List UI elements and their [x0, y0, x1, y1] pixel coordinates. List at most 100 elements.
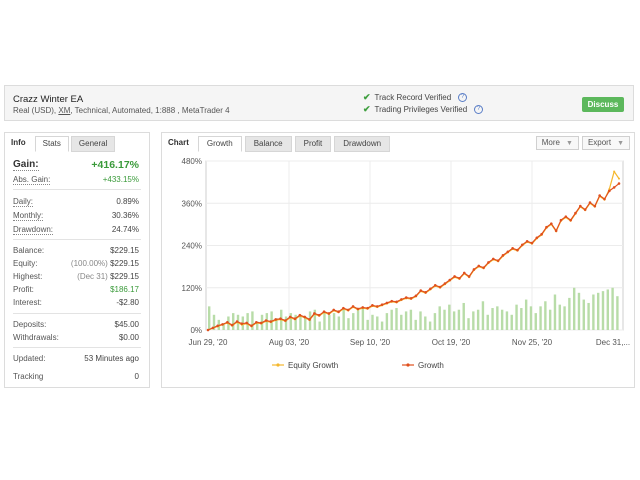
account-details: , Technical, Automated, 1:888 , MetaTrad… — [70, 106, 230, 115]
series-point — [540, 232, 543, 236]
daily-bar — [419, 311, 422, 330]
series-point — [409, 297, 413, 300]
daily-bar — [563, 306, 566, 330]
daily-bar — [352, 313, 355, 330]
daily-bar — [284, 316, 288, 330]
series-point — [467, 275, 471, 278]
export-dropdown[interactable]: Export ▼ — [581, 136, 630, 150]
daily-bar — [294, 314, 297, 330]
dropdown-arrow-icon: ▼ — [566, 140, 573, 147]
help-icon[interactable]: ? — [458, 93, 468, 102]
chart-tabs: Chart Growth Balance Profit Drawdown — [168, 136, 391, 152]
daily-bar — [452, 311, 456, 330]
daily-bar — [313, 309, 317, 330]
series-point — [429, 287, 432, 291]
highest-value: $229.15 — [110, 272, 139, 281]
daily-bar — [404, 311, 408, 330]
series-point — [424, 291, 427, 294]
y-tick-label: 120% — [182, 284, 202, 293]
balance-label: Balance: — [13, 246, 45, 255]
daily-bar — [371, 314, 374, 330]
series-point — [400, 298, 403, 301]
series-point — [395, 300, 398, 304]
legend-label: Equity Growth — [288, 361, 338, 370]
series-point — [308, 318, 311, 321]
x-tick-label: Oct 19, '20 — [432, 338, 471, 347]
daily-bar — [289, 313, 293, 330]
daily-bar — [409, 309, 413, 330]
daily-bar — [366, 319, 369, 330]
trading-privileges-verified: ✔ Trading Privileges Verified ? — [363, 104, 484, 115]
series-point — [501, 254, 505, 257]
help-icon[interactable]: ? — [474, 105, 484, 114]
abs-gain-label: Abs. Gain: — [13, 175, 51, 185]
series-point — [356, 307, 360, 311]
series-point — [375, 305, 379, 308]
series-point — [535, 236, 539, 240]
daily-bar — [337, 316, 341, 330]
highest-date: (Dec 31) — [77, 272, 108, 281]
legend-swatch-dot — [406, 363, 410, 367]
series-point — [332, 308, 336, 312]
updated-label: Updated: — [13, 354, 46, 363]
legend-label: Growth — [418, 361, 444, 370]
daily-bar — [251, 311, 254, 330]
series-point — [612, 186, 616, 189]
series-point — [583, 208, 587, 211]
series-point — [235, 320, 239, 323]
tab-general[interactable]: General — [70, 136, 116, 152]
highest-row: Highest: (Dec 31) $229.15 — [13, 272, 139, 281]
series-point — [322, 310, 326, 313]
daily-bar — [582, 299, 585, 330]
discuss-button[interactable]: Discuss — [582, 97, 624, 112]
series-point — [598, 194, 601, 197]
daily-bar — [544, 301, 547, 330]
series-point — [385, 301, 389, 305]
balance-row: Balance: $229.15 — [13, 246, 139, 255]
series-point — [511, 247, 514, 250]
tab-stats[interactable]: Stats — [34, 136, 69, 152]
tab-balance[interactable]: Balance — [244, 136, 292, 152]
daily-bar — [486, 314, 489, 330]
daily-bar — [328, 314, 331, 330]
balance-value: $229.15 — [110, 246, 139, 255]
tracking-label: Tracking — [13, 372, 44, 381]
series-point — [617, 182, 621, 185]
daily-bar — [390, 309, 393, 330]
x-tick-label: Aug 03, '20 — [269, 338, 310, 347]
ea-name: Crazz Winter EA — [13, 94, 84, 105]
daily-bar — [534, 313, 537, 330]
ea-subtitle: Real (USD), XM, Technical, Automated, 1:… — [13, 106, 230, 115]
more-dropdown[interactable]: More ▼ — [535, 136, 579, 150]
abs-gain-row: Abs. Gain: +433.15% — [13, 175, 139, 185]
daily-bar — [275, 318, 278, 330]
profit-label: Profit: — [13, 285, 34, 294]
tab-drawdown[interactable]: Drawdown — [334, 136, 391, 152]
daily-bar — [347, 318, 350, 330]
equity-row: Equity: (100.00%) $229.15 — [13, 259, 139, 268]
daily-bar — [400, 314, 403, 330]
daily-bar — [342, 309, 345, 330]
tab-growth[interactable]: Growth — [197, 136, 242, 152]
daily-bar — [529, 306, 533, 330]
daily-bar — [601, 291, 605, 330]
daily-bar — [572, 287, 576, 330]
series-point — [608, 189, 611, 193]
track-record-label: Track Record Verified — [374, 93, 452, 102]
withdrawals-value: $0.00 — [118, 333, 139, 342]
daily-bar — [246, 313, 249, 330]
daily-bar — [510, 314, 513, 330]
series-point — [259, 321, 263, 325]
tab-profit[interactable]: Profit — [294, 136, 332, 152]
series-point — [613, 170, 616, 173]
deposits-row: Deposits: $45.00 — [13, 320, 139, 329]
series-point — [525, 239, 529, 243]
info-panel: Info Stats General Gain: +416.17% Abs. G… — [4, 132, 150, 388]
daily-bar — [515, 304, 518, 330]
x-tick-label: Nov 25, '20 — [512, 338, 553, 347]
series-point — [569, 218, 572, 222]
y-tick-label: 240% — [182, 242, 202, 251]
series-point — [554, 229, 558, 233]
broker-link[interactable]: XM — [58, 106, 71, 115]
monthly-value: 30.36% — [111, 211, 139, 220]
